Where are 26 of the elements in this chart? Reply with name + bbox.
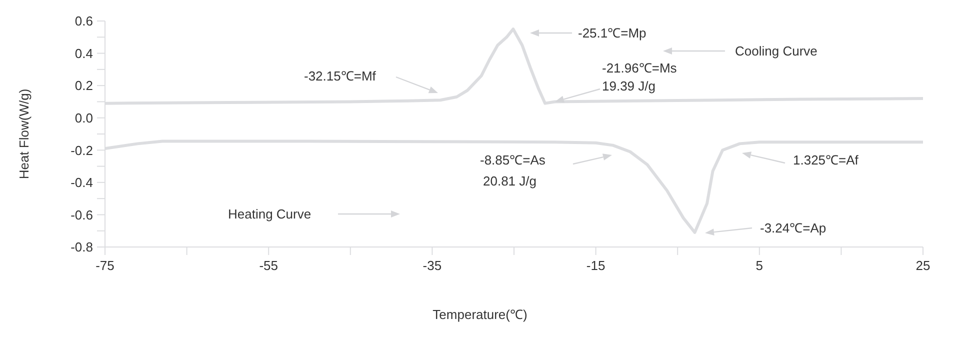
annotation: -32.15℃=Mf bbox=[304, 68, 376, 84]
x-tick-label: -35 bbox=[422, 258, 442, 274]
x-axis-title: Temperature(℃) bbox=[432, 307, 528, 322]
annotation: 1.325℃=Af bbox=[793, 152, 859, 168]
x-tick-label: 25 bbox=[916, 258, 930, 274]
y-axis-title: Heat Flow(W/g) bbox=[16, 88, 32, 180]
annotation: 19.39 J/g bbox=[602, 78, 656, 94]
y-tick-label: -0.6 bbox=[70, 207, 93, 222]
y-tick-label: 0.2 bbox=[74, 78, 93, 94]
annotation: -3.24℃=Ap bbox=[760, 220, 826, 236]
x-tick-label: -15 bbox=[586, 258, 606, 274]
y-tick-label: 0.0 bbox=[74, 110, 93, 126]
annotation: -8.85℃=As bbox=[480, 152, 546, 168]
y-tick-label: 0.6 bbox=[74, 14, 93, 29]
x-tick-label: -75 bbox=[96, 258, 114, 274]
y-tick-label: -0.4 bbox=[70, 175, 93, 190]
annotation: -21.96℃=Ms bbox=[602, 60, 678, 76]
annotation: 20.81 J/g bbox=[483, 174, 536, 188]
y-tick-label: -0.2 bbox=[70, 142, 93, 158]
x-tick-label: -55 bbox=[259, 258, 278, 274]
y-tick-label: 0.4 bbox=[74, 46, 93, 61]
annotation: Heating Curve bbox=[228, 206, 312, 222]
y-tick-label: -0.8 bbox=[70, 240, 93, 255]
annotation: -25.1℃=Mp bbox=[578, 26, 646, 40]
x-tick-label: 5 bbox=[756, 258, 764, 274]
annotation: Cooling Curve bbox=[735, 44, 818, 58]
